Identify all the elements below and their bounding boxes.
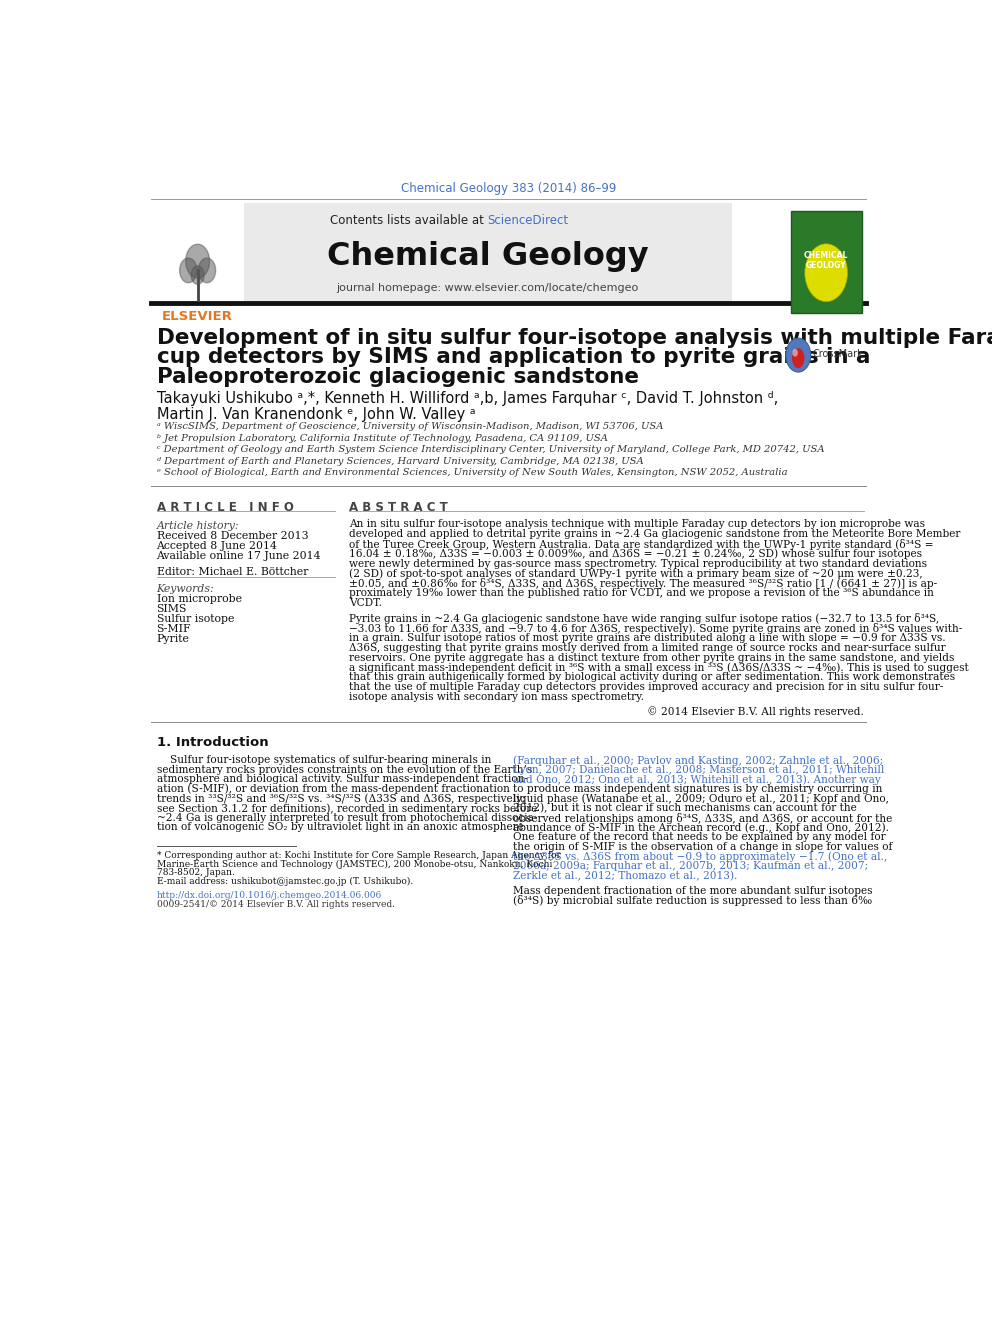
Text: Chemical Geology 383 (2014) 86–99: Chemical Geology 383 (2014) 86–99 <box>401 181 616 194</box>
Text: developed and applied to detrital pyrite grains in ~2.4 Ga glaciogenic sandstone: developed and applied to detrital pyrite… <box>349 529 960 538</box>
Text: Keywords:: Keywords: <box>157 583 214 594</box>
Text: A B S T R A C T: A B S T R A C T <box>349 500 447 513</box>
Text: Takayuki Ushikubo ᵃ,*, Kenneth H. Williford ᵃ,b, James Farquhar ᶜ, David T. John: Takayuki Ushikubo ᵃ,*, Kenneth H. Willif… <box>157 392 778 406</box>
Text: Δ36S, suggesting that pyrite grains mostly derived from a limited range of sourc: Δ36S, suggesting that pyrite grains most… <box>349 643 945 652</box>
Bar <box>244 202 732 302</box>
Polygon shape <box>180 258 197 283</box>
Text: VCDT.: VCDT. <box>349 598 382 609</box>
Text: a significant mass-independent deficit in ³⁶S with a small excess in ³³S (Δ36S/Δ: a significant mass-independent deficit i… <box>349 663 968 673</box>
Text: (δ³⁴S) by microbial sulfate reduction is suppressed to less than 6‰: (δ³⁴S) by microbial sulfate reduction is… <box>513 896 872 906</box>
Text: * Corresponding author at: Kochi Institute for Core Sample Research, Japan Agenc: * Corresponding author at: Kochi Institu… <box>157 851 560 860</box>
Text: reservoirs. One pyrite aggregate has a distinct texture from other pyrite grains: reservoirs. One pyrite aggregate has a d… <box>349 652 954 663</box>
Text: observed relationships among δ³⁴S, Δ33S, and Δ36S, or account for the: observed relationships among δ³⁴S, Δ33S,… <box>513 812 892 824</box>
Text: Ion microprobe: Ion microprobe <box>157 594 241 603</box>
Text: Article history:: Article history: <box>157 521 239 531</box>
Text: ELSEVIER: ELSEVIER <box>162 310 233 323</box>
Text: 16.04 ± 0.18‰, Δ33S = −0.003 ± 0.009‰, and Δ36S = −0.21 ± 0.24‰, 2 SD) whose sul: 16.04 ± 0.18‰, Δ33S = −0.003 ± 0.009‰, a… <box>349 549 922 560</box>
Text: Lyon, 2007; Danielache et al., 2008; Masterson et al., 2011; Whitehill: Lyon, 2007; Danielache et al., 2008; Mas… <box>513 765 885 775</box>
Text: ScienceDirect: ScienceDirect <box>487 214 568 226</box>
Text: atmosphere and biological activity. Sulfur mass-independent fraction-: atmosphere and biological activity. Sulf… <box>157 774 528 785</box>
Text: of the Turee Creek Group, Western Australia. Data are standardized with the UWPy: of the Turee Creek Group, Western Austra… <box>349 538 933 550</box>
Text: © 2014 Elsevier B.V. All rights reserved.: © 2014 Elsevier B.V. All rights reserved… <box>647 706 864 717</box>
Text: ᵉ School of Biological, Earth and Environmental Sciences, University of New Sout: ᵉ School of Biological, Earth and Enviro… <box>157 468 788 478</box>
Text: ~2.4 Ga is generally interpreted to result from photochemical dissocia-: ~2.4 Ga is generally interpreted to resu… <box>157 812 537 823</box>
Text: cup detectors by SIMS and application to pyrite grains in a: cup detectors by SIMS and application to… <box>157 348 870 368</box>
Text: the Δ33S vs. Δ36S from about −0.9 to approximately −1.7 (Ono et al.,: the Δ33S vs. Δ36S from about −0.9 to app… <box>513 851 887 861</box>
Text: that this grain authigenically formed by biological activity during or after sed: that this grain authigenically formed by… <box>349 672 955 683</box>
Text: Chemical Geology: Chemical Geology <box>326 241 649 273</box>
Text: ±0.05, and ±0.86‰ for δ³⁴S, Δ33S, and Δ36S, respectively. The measured ³⁶S/³²S r: ±0.05, and ±0.86‰ for δ³⁴S, Δ33S, and Δ3… <box>349 578 936 589</box>
Text: the origin of S-MIF is the observation of a change in slope for values of: the origin of S-MIF is the observation o… <box>513 841 893 852</box>
Ellipse shape <box>793 349 798 357</box>
Text: SIMS: SIMS <box>157 603 186 614</box>
Text: Sulfur isotope: Sulfur isotope <box>157 614 234 624</box>
Text: 0009-2541/© 2014 Elsevier B.V. All rights reserved.: 0009-2541/© 2014 Elsevier B.V. All right… <box>157 900 395 909</box>
Text: E-mail address: ushikubot@jamstec.go.jp (T. Ushikubo).: E-mail address: ushikubot@jamstec.go.jp … <box>157 877 413 886</box>
Text: isotope analysis with secondary ion mass spectrometry.: isotope analysis with secondary ion mass… <box>349 692 644 703</box>
Text: were newly determined by gas-source mass spectrometry. Typical reproducibility a: were newly determined by gas-source mass… <box>349 558 927 569</box>
Text: 783-8502, Japan.: 783-8502, Japan. <box>157 868 234 877</box>
Text: Development of in situ sulfur four-isotope analysis with multiple Faraday: Development of in situ sulfur four-isoto… <box>157 328 992 348</box>
Text: and Ono, 2012; Ono et al., 2013; Whitehill et al., 2013). Another way: and Ono, 2012; Ono et al., 2013; Whitehi… <box>513 774 881 785</box>
Text: Available online 17 June 2014: Available online 17 June 2014 <box>157 550 321 561</box>
Bar <box>791 212 862 312</box>
Text: journal homepage: www.elsevier.com/locate/chemgeo: journal homepage: www.elsevier.com/locat… <box>336 283 639 294</box>
Text: sedimentary rocks provides constraints on the evolution of the Earth’s: sedimentary rocks provides constraints o… <box>157 765 532 775</box>
Text: Zerkle et al., 2012; Thomazo et al., 2013).: Zerkle et al., 2012; Thomazo et al., 201… <box>513 871 737 881</box>
Text: Received 8 December 2013: Received 8 December 2013 <box>157 531 309 541</box>
Text: Editor: Michael E. Böttcher: Editor: Michael E. Böttcher <box>157 566 308 577</box>
Text: −3.03 to 11.66 for Δ33S, and −9.7 to 4.6 for Δ36S, respectively). Some pyrite gr: −3.03 to 11.66 for Δ33S, and −9.7 to 4.6… <box>349 623 962 634</box>
Text: CrossMark: CrossMark <box>812 348 863 359</box>
Text: ᵇ Jet Propulsion Laboratory, California Institute of Technology, Pasadena, CA 91: ᵇ Jet Propulsion Laboratory, California … <box>157 434 607 443</box>
Text: proximately 19‰ lower than the published ratio for VCDT, and we propose a revisi: proximately 19‰ lower than the published… <box>349 589 933 598</box>
Text: 2012), but it is not clear if such mechanisms can account for the: 2012), but it is not clear if such mecha… <box>513 803 857 814</box>
Text: http://dx.doi.org/10.1016/j.chemgeo.2014.06.006: http://dx.doi.org/10.1016/j.chemgeo.2014… <box>157 892 382 901</box>
Ellipse shape <box>805 243 847 302</box>
Text: tion of volcanogenic SO₂ by ultraviolet light in an anoxic atmosphere: tion of volcanogenic SO₂ by ultraviolet … <box>157 823 524 832</box>
Text: trends in ³³S/³²S and ³⁶S/³²S vs. ³⁴S/³²S (Δ33S and Δ36S, respectively;: trends in ³³S/³²S and ³⁶S/³²S vs. ³⁴S/³²… <box>157 794 525 804</box>
Ellipse shape <box>792 348 805 368</box>
Text: (2 SD) of spot-to-spot analyses of standard UWPy-1 pyrite with a primary beam si: (2 SD) of spot-to-spot analyses of stand… <box>349 569 923 579</box>
Text: A R T I C L E   I N F O: A R T I C L E I N F O <box>157 500 294 513</box>
Text: One feature of the record that needs to be explained by any model for: One feature of the record that needs to … <box>513 832 886 841</box>
Text: (Farquhar et al., 2000; Pavlov and Kasting, 2002; Zahnle et al., 2006;: (Farquhar et al., 2000; Pavlov and Kasti… <box>513 755 883 766</box>
Text: 2006a, 2009a; Farquhar et al., 2007b, 2013; Kaufman et al., 2007;: 2006a, 2009a; Farquhar et al., 2007b, 20… <box>513 861 868 871</box>
Ellipse shape <box>786 339 810 372</box>
Text: see Section 3.1.2 for definitions), recorded in sedimentary rocks before: see Section 3.1.2 for definitions), reco… <box>157 803 537 814</box>
Text: in a grain. Sulfur isotope ratios of most pyrite grains are distributed along a : in a grain. Sulfur isotope ratios of mos… <box>349 632 945 643</box>
Text: ᶜ Department of Geology and Earth System Science Interdisciplinary Center, Unive: ᶜ Department of Geology and Earth System… <box>157 446 824 454</box>
Text: Accepted 8 June 2014: Accepted 8 June 2014 <box>157 541 278 550</box>
Text: Marine-Earth Science and Technology (JAMSTEC), 200 Monobe-otsu, Nankoku, Kochi: Marine-Earth Science and Technology (JAM… <box>157 860 552 869</box>
Text: Pyrite grains in ~2.4 Ga glaciogenic sandstone have wide ranging sulfur isotope : Pyrite grains in ~2.4 Ga glaciogenic san… <box>349 614 938 624</box>
Text: Paleoproterozoic glaciogenic sandstone: Paleoproterozoic glaciogenic sandstone <box>157 366 639 386</box>
Text: Sulfur four-isotope systematics of sulfur-bearing minerals in: Sulfur four-isotope systematics of sulfu… <box>171 755 492 765</box>
Text: ation (S-MIF), or deviation from the mass-dependent fractionation: ation (S-MIF), or deviation from the mas… <box>157 785 510 795</box>
Text: Pyrite: Pyrite <box>157 634 189 644</box>
Polygon shape <box>191 266 204 284</box>
Polygon shape <box>198 258 215 283</box>
Polygon shape <box>186 245 209 278</box>
Text: Contents lists available at: Contents lists available at <box>330 214 487 226</box>
Text: An in situ sulfur four-isotope analysis technique with multiple Faraday cup dete: An in situ sulfur four-isotope analysis … <box>349 519 925 529</box>
Text: ᵃ WiscSIMS, Department of Geoscience, University of Wisconsin-Madison, Madison, : ᵃ WiscSIMS, Department of Geoscience, Un… <box>157 422 663 431</box>
Text: abundance of S-MIF in the Archean record (e.g., Kopf and Ono, 2012).: abundance of S-MIF in the Archean record… <box>513 823 889 833</box>
Text: to produce mass independent signatures is by chemistry occurring in: to produce mass independent signatures i… <box>513 785 883 794</box>
Text: liquid phase (Watanabe et al., 2009; Oduro et al., 2011; Kopf and Ono,: liquid phase (Watanabe et al., 2009; Odu… <box>513 794 889 804</box>
Text: CHEMICAL
GEOLOGY: CHEMICAL GEOLOGY <box>804 250 848 270</box>
Text: that the use of multiple Faraday cup detectors provides improved accuracy and pr: that the use of multiple Faraday cup det… <box>349 683 943 692</box>
Text: ᵈ Department of Earth and Planetary Sciences, Harvard University, Cambridge, MA : ᵈ Department of Earth and Planetary Scie… <box>157 456 643 466</box>
Text: Mass dependent fractionation of the more abundant sulfur isotopes: Mass dependent fractionation of the more… <box>513 885 873 896</box>
Text: S-MIF: S-MIF <box>157 624 191 634</box>
Text: Martin J. Van Kranendonk ᵉ, John W. Valley ᵃ: Martin J. Van Kranendonk ᵉ, John W. Vall… <box>157 406 475 422</box>
Text: 1. Introduction: 1. Introduction <box>157 736 268 749</box>
